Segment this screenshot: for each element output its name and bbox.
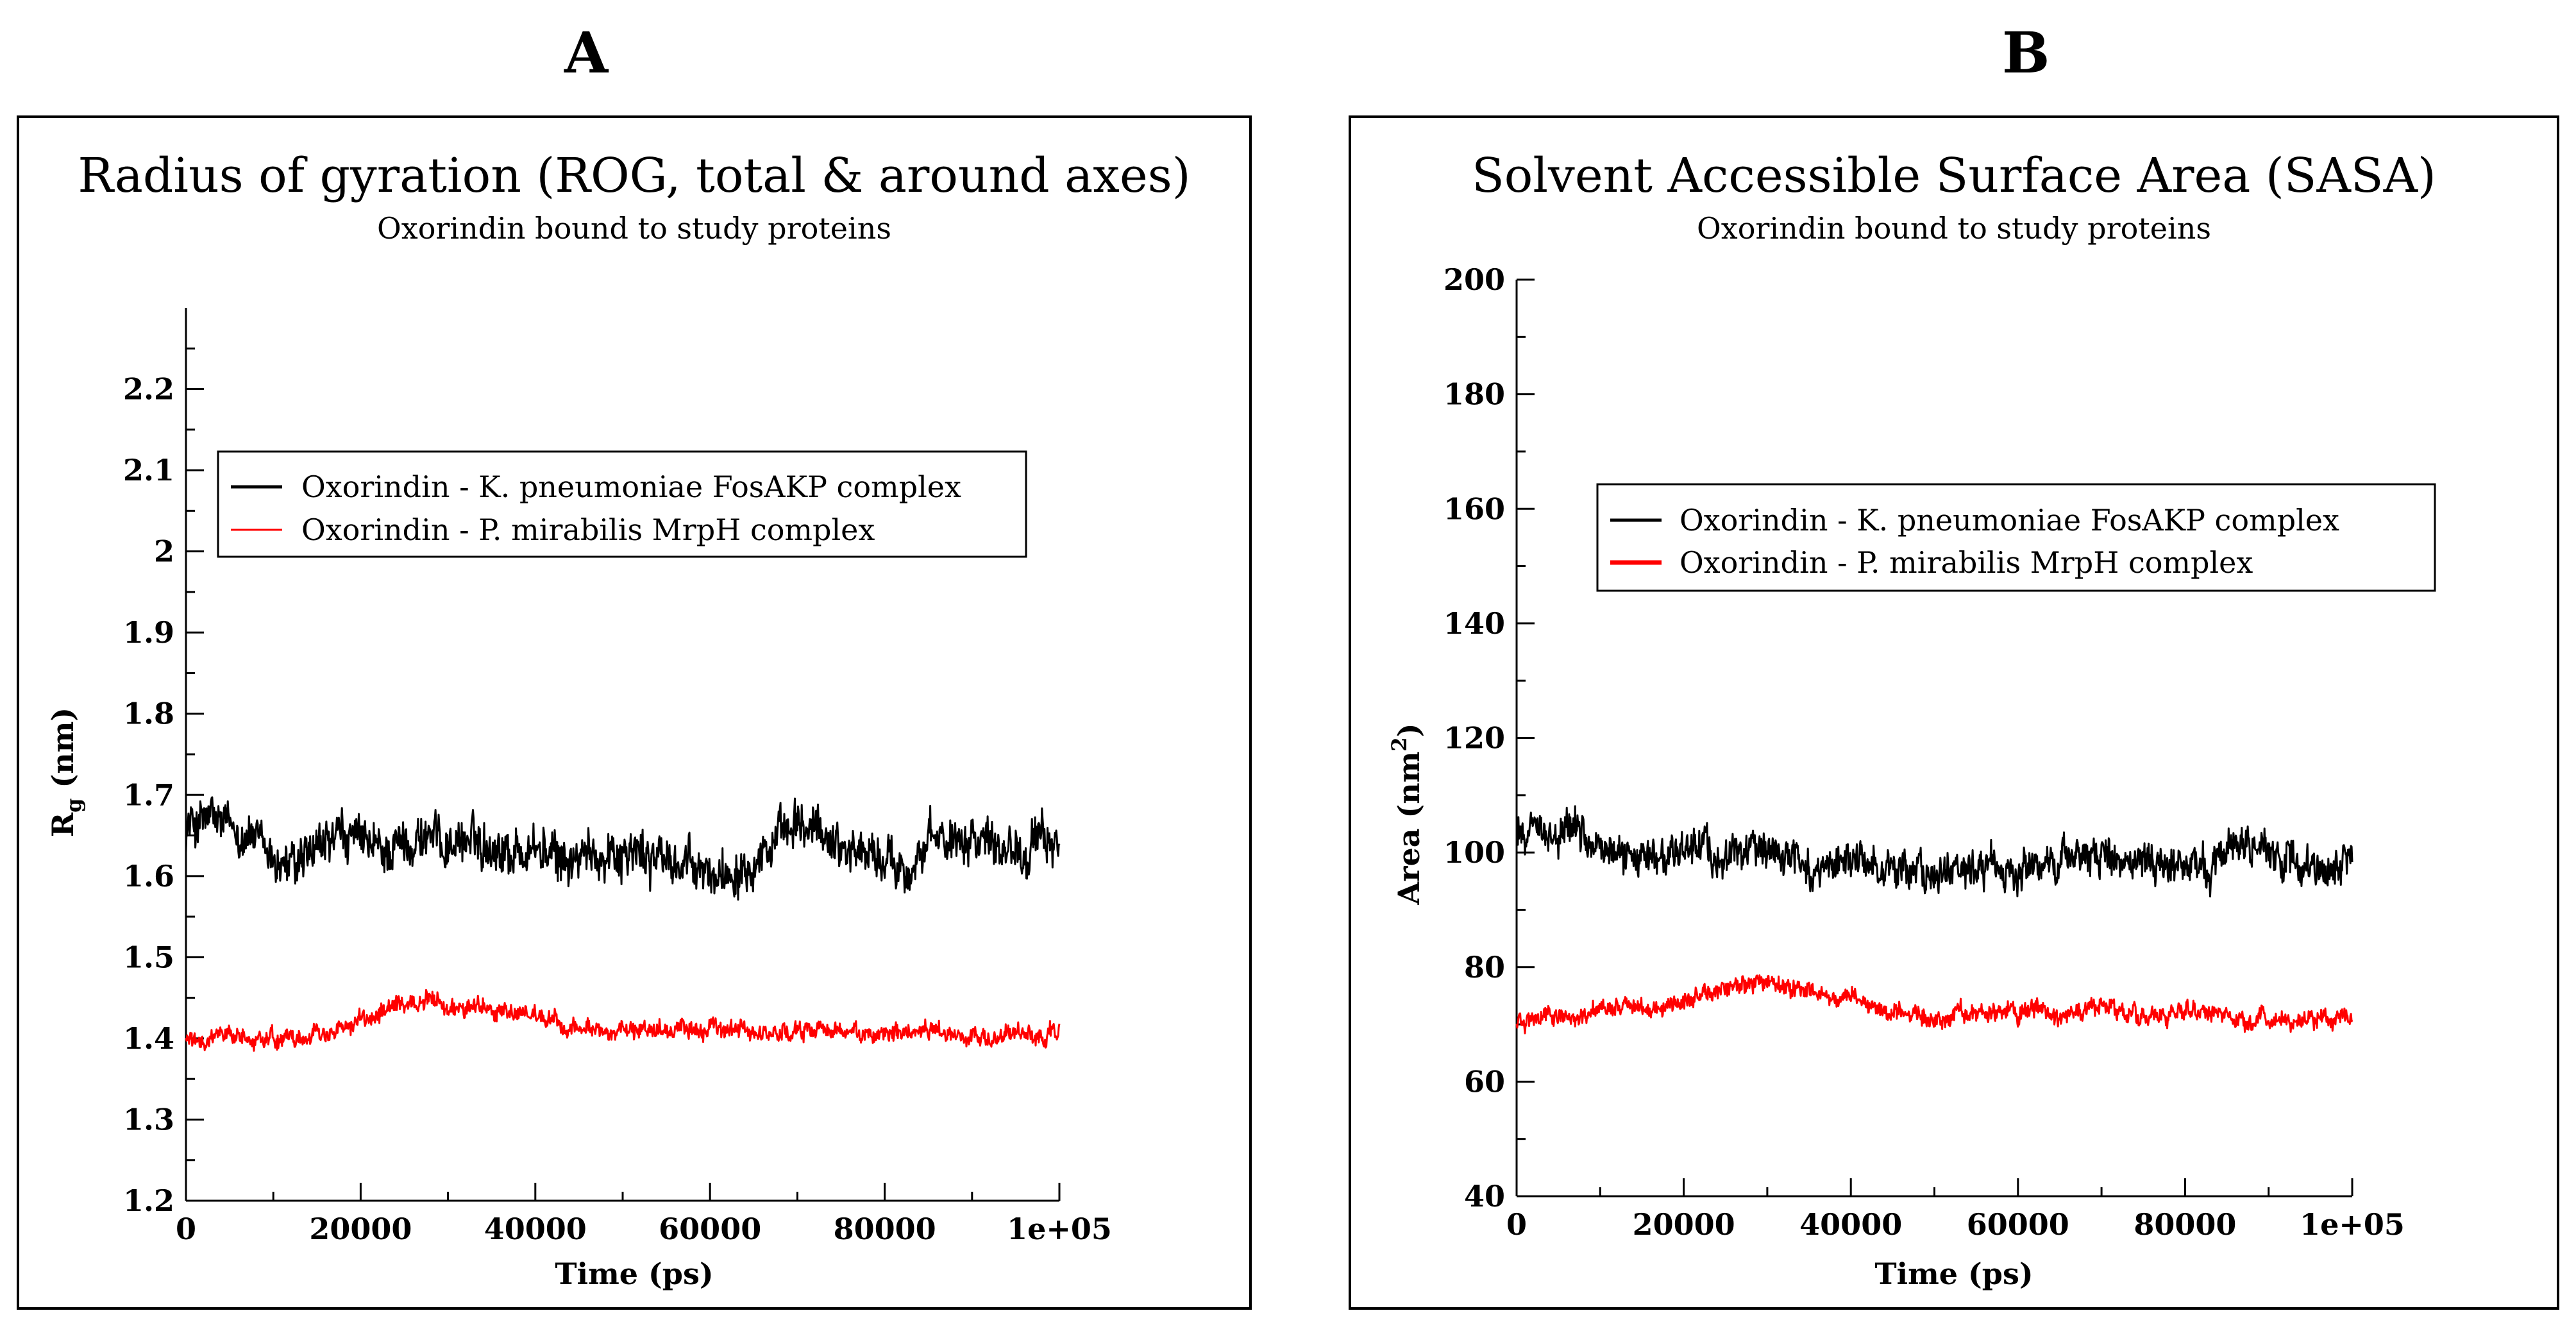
y-tick-label: 60 <box>1464 1064 1505 1099</box>
plot-area: 40 60 80 100 120 140 160 180 200 0 20000 40000 60000… <box>1444 262 2405 1242</box>
chart-subtitle: Oxorindin bound to study proteins <box>1697 211 2211 246</box>
y-tick-label: 40 <box>1464 1179 1505 1214</box>
plot-area: 1.2 1.3 1.4 1.5 1.6 1.7 1.8 1.9 2 2.1 2.2 0 20000 400… <box>123 308 1112 1246</box>
y-tick-label: 1.4 <box>123 1021 174 1056</box>
y-axis-label: Area (nm2) <box>1387 724 1426 906</box>
x-tick-label: 0 <box>176 1212 196 1246</box>
y-tick-label: 2.1 <box>123 453 174 487</box>
x-tick-label: 60000 <box>1967 1207 2069 1242</box>
y-tick-label: 2 <box>154 534 174 569</box>
chart-title: Solvent Accessible Surface Area (SASA) <box>1472 148 2436 203</box>
legend-label-p-mirabilis: Oxorindin - P. mirabilis MrpH complex <box>301 512 875 547</box>
legend: Oxorindin - K. pneumoniae FosAKP complex… <box>217 450 1027 558</box>
y-tick-label: 1.3 <box>123 1102 174 1137</box>
series-line-k-pneumoniae <box>1515 805 2353 898</box>
legend: Oxorindin - K. pneumoniae FosAKP complex… <box>1596 483 2436 592</box>
x-tick-label: 80000 <box>2134 1207 2236 1242</box>
y-tick-label: 1.8 <box>123 697 174 731</box>
legend-label-k-pneumoniae: Oxorindin - K. pneumoniae FosAKP complex <box>1679 503 2339 538</box>
rog-chart: Radius of gyration (ROG, total & around … <box>46 148 1191 1291</box>
y-axis-label-rest: ) <box>1392 724 1426 738</box>
x-tick-label: 1e+05 <box>1007 1212 1112 1246</box>
panel-label-a: A <box>564 19 609 86</box>
x-axis-label: Time (ps) <box>1874 1257 2033 1291</box>
y-tick-label: 200 <box>1444 262 1505 297</box>
legend-label-p-mirabilis: Oxorindin - P. mirabilis MrpH complex <box>1679 545 2253 580</box>
series-line-p-mirabilis <box>185 988 1061 1052</box>
legend-box <box>1596 483 2436 592</box>
y-axis-label: Rg (nm) <box>46 707 86 837</box>
x-tick-label: 1e+05 <box>2300 1207 2405 1242</box>
y-tick-label: 1.7 <box>123 777 174 812</box>
x-tick-label: 20000 <box>309 1212 412 1246</box>
chart-title: Radius of gyration (ROG, total & around … <box>78 148 1190 203</box>
chart-subtitle: Oxorindin bound to study proteins <box>377 211 891 246</box>
y-axis-label-sub: g <box>62 799 86 813</box>
x-tick-label: 80000 <box>834 1212 936 1246</box>
y-tick-label: 160 <box>1444 491 1505 526</box>
chart-panel-b: Solvent Accessible Surface Area (SASA) O… <box>1349 115 2559 1310</box>
legend-label-k-pneumoniae: Oxorindin - K. pneumoniae FosAKP complex <box>301 470 961 504</box>
y-axis-label-main: R <box>46 812 80 837</box>
y-axis-label-sup: 2 <box>1387 737 1411 751</box>
y-tick-label: 120 <box>1444 721 1505 756</box>
y-axis-label-main: Area (nm <box>1392 752 1426 906</box>
y-tick-label: 180 <box>1444 377 1505 412</box>
x-tick-label: 40000 <box>1799 1207 1902 1242</box>
series-line-k-pneumoniae <box>185 796 1061 901</box>
series-line-p-mirabilis <box>1515 974 2353 1035</box>
panel-label-b: B <box>2002 19 2050 86</box>
sasa-chart: Solvent Accessible Surface Area (SASA) O… <box>1387 148 2436 1291</box>
y-tick-label: 1.6 <box>123 859 174 893</box>
legend-box <box>217 450 1027 558</box>
y-tick-label: 1.2 <box>123 1183 174 1218</box>
y-tick-label: 1.9 <box>123 615 174 650</box>
y-tick-label: 2.2 <box>123 372 174 407</box>
chart-panel-a: Radius of gyration (ROG, total & around … <box>17 115 1252 1310</box>
x-axis-label: Time (ps) <box>555 1257 713 1291</box>
y-axis-label-rest: (nm) <box>46 707 80 799</box>
x-tick-label: 60000 <box>659 1212 761 1246</box>
x-tick-label: 0 <box>1506 1207 1527 1242</box>
y-tick-label: 1.5 <box>123 940 174 974</box>
x-tick-label: 40000 <box>484 1212 587 1246</box>
y-tick-label: 100 <box>1444 835 1505 870</box>
y-tick-label: 80 <box>1464 950 1505 985</box>
x-tick-label: 20000 <box>1633 1207 1735 1242</box>
y-tick-label: 140 <box>1444 606 1505 641</box>
